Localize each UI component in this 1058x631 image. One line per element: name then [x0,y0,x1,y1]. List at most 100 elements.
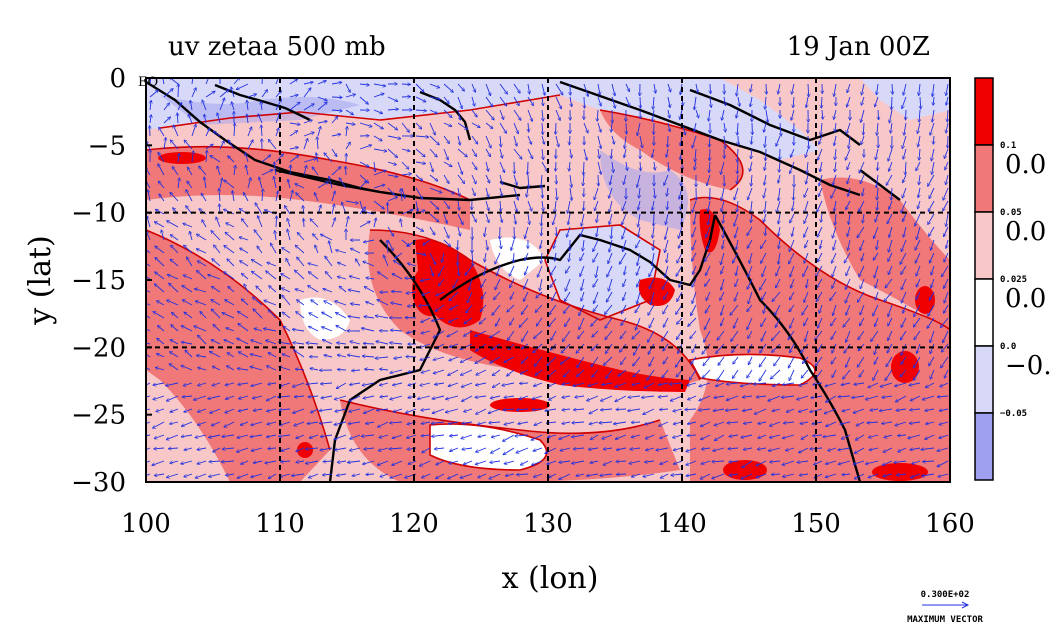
wind-arrow [694,161,696,170]
wind-arrow [901,239,907,251]
wind-arrow [387,197,398,202]
wind-arrow [345,83,350,92]
wind-arrow [258,216,263,228]
wind-arrow [748,187,753,200]
wind-arrow [345,200,358,203]
wind-arrow [859,200,865,212]
wind-arrow [929,226,935,236]
wind-arrow [584,200,585,211]
wind-arrow [583,174,584,186]
wind-arrow [457,135,460,145]
wind-arrow [611,96,615,108]
wind-arrow [170,140,179,150]
wind-arrow [415,174,423,181]
wind-arrow [289,190,293,202]
wind-arrow [751,174,752,186]
wind-arrow [303,159,316,163]
wind-arrow [261,155,271,163]
wind-arrow [471,174,476,184]
wind-arrow [429,252,436,264]
wind-arrow [597,109,598,121]
wind-arrow [331,167,341,176]
wind-arrow [667,96,670,107]
wind-arrow [637,122,641,135]
wind-arrow [247,178,251,189]
wind-arrow [150,78,151,85]
wind-arrow [776,135,781,146]
wind-arrow [303,104,314,111]
wind-arrow [903,213,907,221]
wind-arrow [485,161,488,171]
wind-arrow [226,223,235,228]
wind-arrow [793,96,794,107]
wind-arrow [499,213,502,222]
wind-arrow [931,239,935,250]
wind-arrow [443,200,449,209]
wind-arrow [313,234,319,241]
contour-line [159,94,561,129]
wind-arrow [261,170,273,176]
max-vector-value: 0.300E+02 [921,590,970,600]
wind-arrow [733,252,739,263]
wind-arrow [429,187,442,193]
wind-arrow [640,161,641,171]
wind-arrow [792,226,795,236]
wind-arrow [184,245,193,254]
wind-arrow [902,96,907,109]
wind-arrow [178,178,179,189]
wind-arrow [541,135,544,144]
wind-arrow [269,140,277,150]
wind-arrow [485,252,487,262]
wind-arrow [751,148,752,159]
wind-arrow [329,177,333,189]
wind-arrow [331,148,337,156]
wind-arrow [158,164,165,176]
x-tick-label: 130 [523,509,573,539]
wind-arrow [457,174,464,183]
wind-arrow [652,200,654,210]
wind-arrow [288,180,291,189]
wind-arrow [891,96,892,109]
wind-arrow [205,144,213,150]
wind-arrow [624,148,626,158]
wind-arrow [710,148,711,161]
wind-arrow [520,383,529,384]
wind-arrow [764,213,767,222]
wind-arrow [625,135,627,148]
wind-arrow [471,187,475,196]
wind-arrow [471,135,478,144]
wind-arrow [429,96,440,99]
wind-arrow [848,213,850,224]
y-axis-label: y (lat) [23,235,58,325]
wind-arrow [778,83,781,94]
wind-arrow [541,161,547,171]
wind-arrow [804,226,809,237]
wind-arrow [874,226,879,238]
wind-arrow [862,83,865,95]
wind-arrow [255,203,263,215]
wind-arrow [639,187,640,198]
wind-arrow [751,135,752,144]
wind-arrow [205,128,210,137]
wind-arrow [791,148,795,157]
wind-arrow [556,226,557,236]
wind-arrow [527,135,532,144]
wind-arrow [877,187,878,200]
wind-arrow [929,187,935,198]
wind-arrow [915,213,921,226]
wind-arrow [331,134,341,136]
wind-arrow [804,252,809,263]
wind-arrow [199,166,207,176]
wind-arrow [597,135,601,148]
wind-arrow [945,161,949,170]
wind-arrow [275,191,278,202]
wind-arrow [211,231,221,241]
wind-arrow [761,239,767,248]
wind-arrow [345,94,355,98]
wind-arrow [597,122,601,132]
wind-arrow [623,239,627,252]
wind-arrow [695,148,696,162]
wind-arrow [401,174,411,175]
wind-arrow [789,252,795,264]
